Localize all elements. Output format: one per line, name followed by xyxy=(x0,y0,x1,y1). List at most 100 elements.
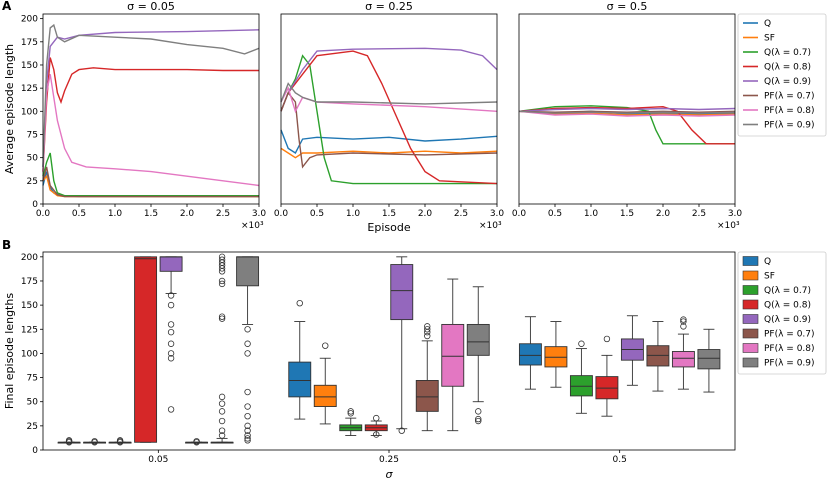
flier xyxy=(244,427,251,434)
y-tick-label: 25 xyxy=(27,422,38,432)
x-multiplier: ×10³ xyxy=(479,221,502,231)
x-tick-label: 0.25 xyxy=(379,455,399,465)
flier xyxy=(244,350,251,357)
line-plot-sigma-025: 0.0 0.5 1.0 1.5 2.0 2.5 3.0 ×10³ σ = 0.25 Episode xyxy=(274,0,505,234)
series-line xyxy=(42,166,259,198)
y-tick-label: 100 xyxy=(21,349,38,359)
flier xyxy=(244,388,251,396)
x-tick-label: 1.5 xyxy=(620,209,634,219)
box xyxy=(390,264,414,321)
series-line xyxy=(518,110,736,113)
legend-label: PF(λ = 0.8) xyxy=(764,106,815,116)
x-axis-label: Episode xyxy=(367,221,410,234)
x-tick-label: 1.0 xyxy=(584,209,599,219)
flier xyxy=(680,323,687,330)
legend-swatch xyxy=(742,314,759,324)
legend-label: PF(λ = 0.7) xyxy=(764,92,815,102)
line-plot-sigma-005: 0.0 0.5 1.0 1.5 2.0 2.5 3.0 ×10³ 0 25 50 75 100 125 15… xyxy=(3,0,266,231)
box-plot: 0.05 0.25 0.5 0 25 50 75 100 125 150 175 200 σ Final … xyxy=(3,251,736,481)
y-tick-label: 50 xyxy=(27,398,39,408)
y-tick-label: 150 xyxy=(21,61,38,71)
legend-swatch xyxy=(742,328,759,339)
flier xyxy=(373,414,380,422)
box xyxy=(518,343,542,366)
x-tick-label: 2.5 xyxy=(216,209,230,219)
y-axis-label: Final episode lengths xyxy=(3,293,16,409)
series-line xyxy=(42,57,259,172)
x-tick-label: 0.0 xyxy=(36,209,51,219)
legend-label: Q(λ = 0.8) xyxy=(764,301,811,311)
flier xyxy=(244,435,251,442)
y-tick-label: 0 xyxy=(32,200,38,210)
series-line xyxy=(280,129,498,155)
x-tick-label: 2.0 xyxy=(180,209,195,219)
series-line xyxy=(518,110,736,114)
legend-label: Q xyxy=(764,257,771,267)
plot-frame xyxy=(42,13,260,205)
legend-label: PF(λ = 0.8) xyxy=(764,344,815,354)
panel-label-a: A xyxy=(2,0,12,13)
plot-frame xyxy=(42,251,736,451)
flier xyxy=(398,427,405,434)
y-tick-label: 100 xyxy=(21,107,38,117)
x-tick-label: 0.05 xyxy=(148,455,168,465)
flier xyxy=(218,265,226,272)
flier xyxy=(244,403,251,410)
flier xyxy=(65,437,73,444)
series-line xyxy=(280,47,498,112)
legend-swatch xyxy=(742,343,759,353)
box xyxy=(697,349,721,370)
flier xyxy=(116,437,124,444)
x-tick-label: 1.0 xyxy=(108,209,123,219)
y-tick-label: 150 xyxy=(21,301,38,311)
series-line xyxy=(42,174,259,198)
y-tick-label: 200 xyxy=(21,253,38,263)
series-line xyxy=(280,50,498,185)
flier xyxy=(244,432,251,439)
x-tick-label: 3.0 xyxy=(728,209,743,219)
flier xyxy=(244,326,251,333)
series-line xyxy=(42,171,259,198)
legend-swatch xyxy=(742,285,759,295)
box xyxy=(441,323,465,387)
flier xyxy=(347,408,354,415)
flier xyxy=(373,431,380,438)
legend-label: SF xyxy=(764,272,775,282)
flier xyxy=(244,412,251,420)
x-tick-label: 0.5 xyxy=(72,209,86,219)
legend-box xyxy=(737,251,827,375)
flier xyxy=(218,400,226,407)
flier xyxy=(218,315,226,322)
legend-label: Q(λ = 0.8) xyxy=(764,63,811,73)
y-axis-label: Average episode length xyxy=(3,44,16,174)
subplot-title: σ = 0.05 xyxy=(127,0,175,13)
flier xyxy=(218,313,226,320)
legend-swatch xyxy=(742,256,759,266)
legend-label: PF(λ = 0.9) xyxy=(764,121,815,131)
series-line xyxy=(518,110,736,117)
y-tick-label: 75 xyxy=(27,374,38,384)
flier xyxy=(578,340,585,347)
subplot-title: σ = 0.25 xyxy=(365,0,413,13)
flier xyxy=(91,438,98,445)
series-line xyxy=(42,29,260,167)
flier xyxy=(680,318,687,325)
flier xyxy=(347,410,354,417)
flier xyxy=(244,340,251,347)
box xyxy=(159,256,183,272)
series-line xyxy=(42,152,259,197)
flier xyxy=(167,340,175,347)
flier xyxy=(218,417,226,425)
y-tick-label: 25 xyxy=(27,177,38,187)
series-line xyxy=(518,110,736,116)
series-line xyxy=(280,91,498,169)
x-multiplier: ×10³ xyxy=(241,221,264,231)
box xyxy=(313,384,337,407)
flier xyxy=(218,280,226,288)
legend-label: Q(λ = 0.9) xyxy=(764,77,811,87)
x-tick-label: 1.5 xyxy=(382,209,396,219)
flier xyxy=(603,335,611,343)
series-line xyxy=(280,54,497,185)
flier xyxy=(167,350,175,357)
flier xyxy=(218,432,226,439)
